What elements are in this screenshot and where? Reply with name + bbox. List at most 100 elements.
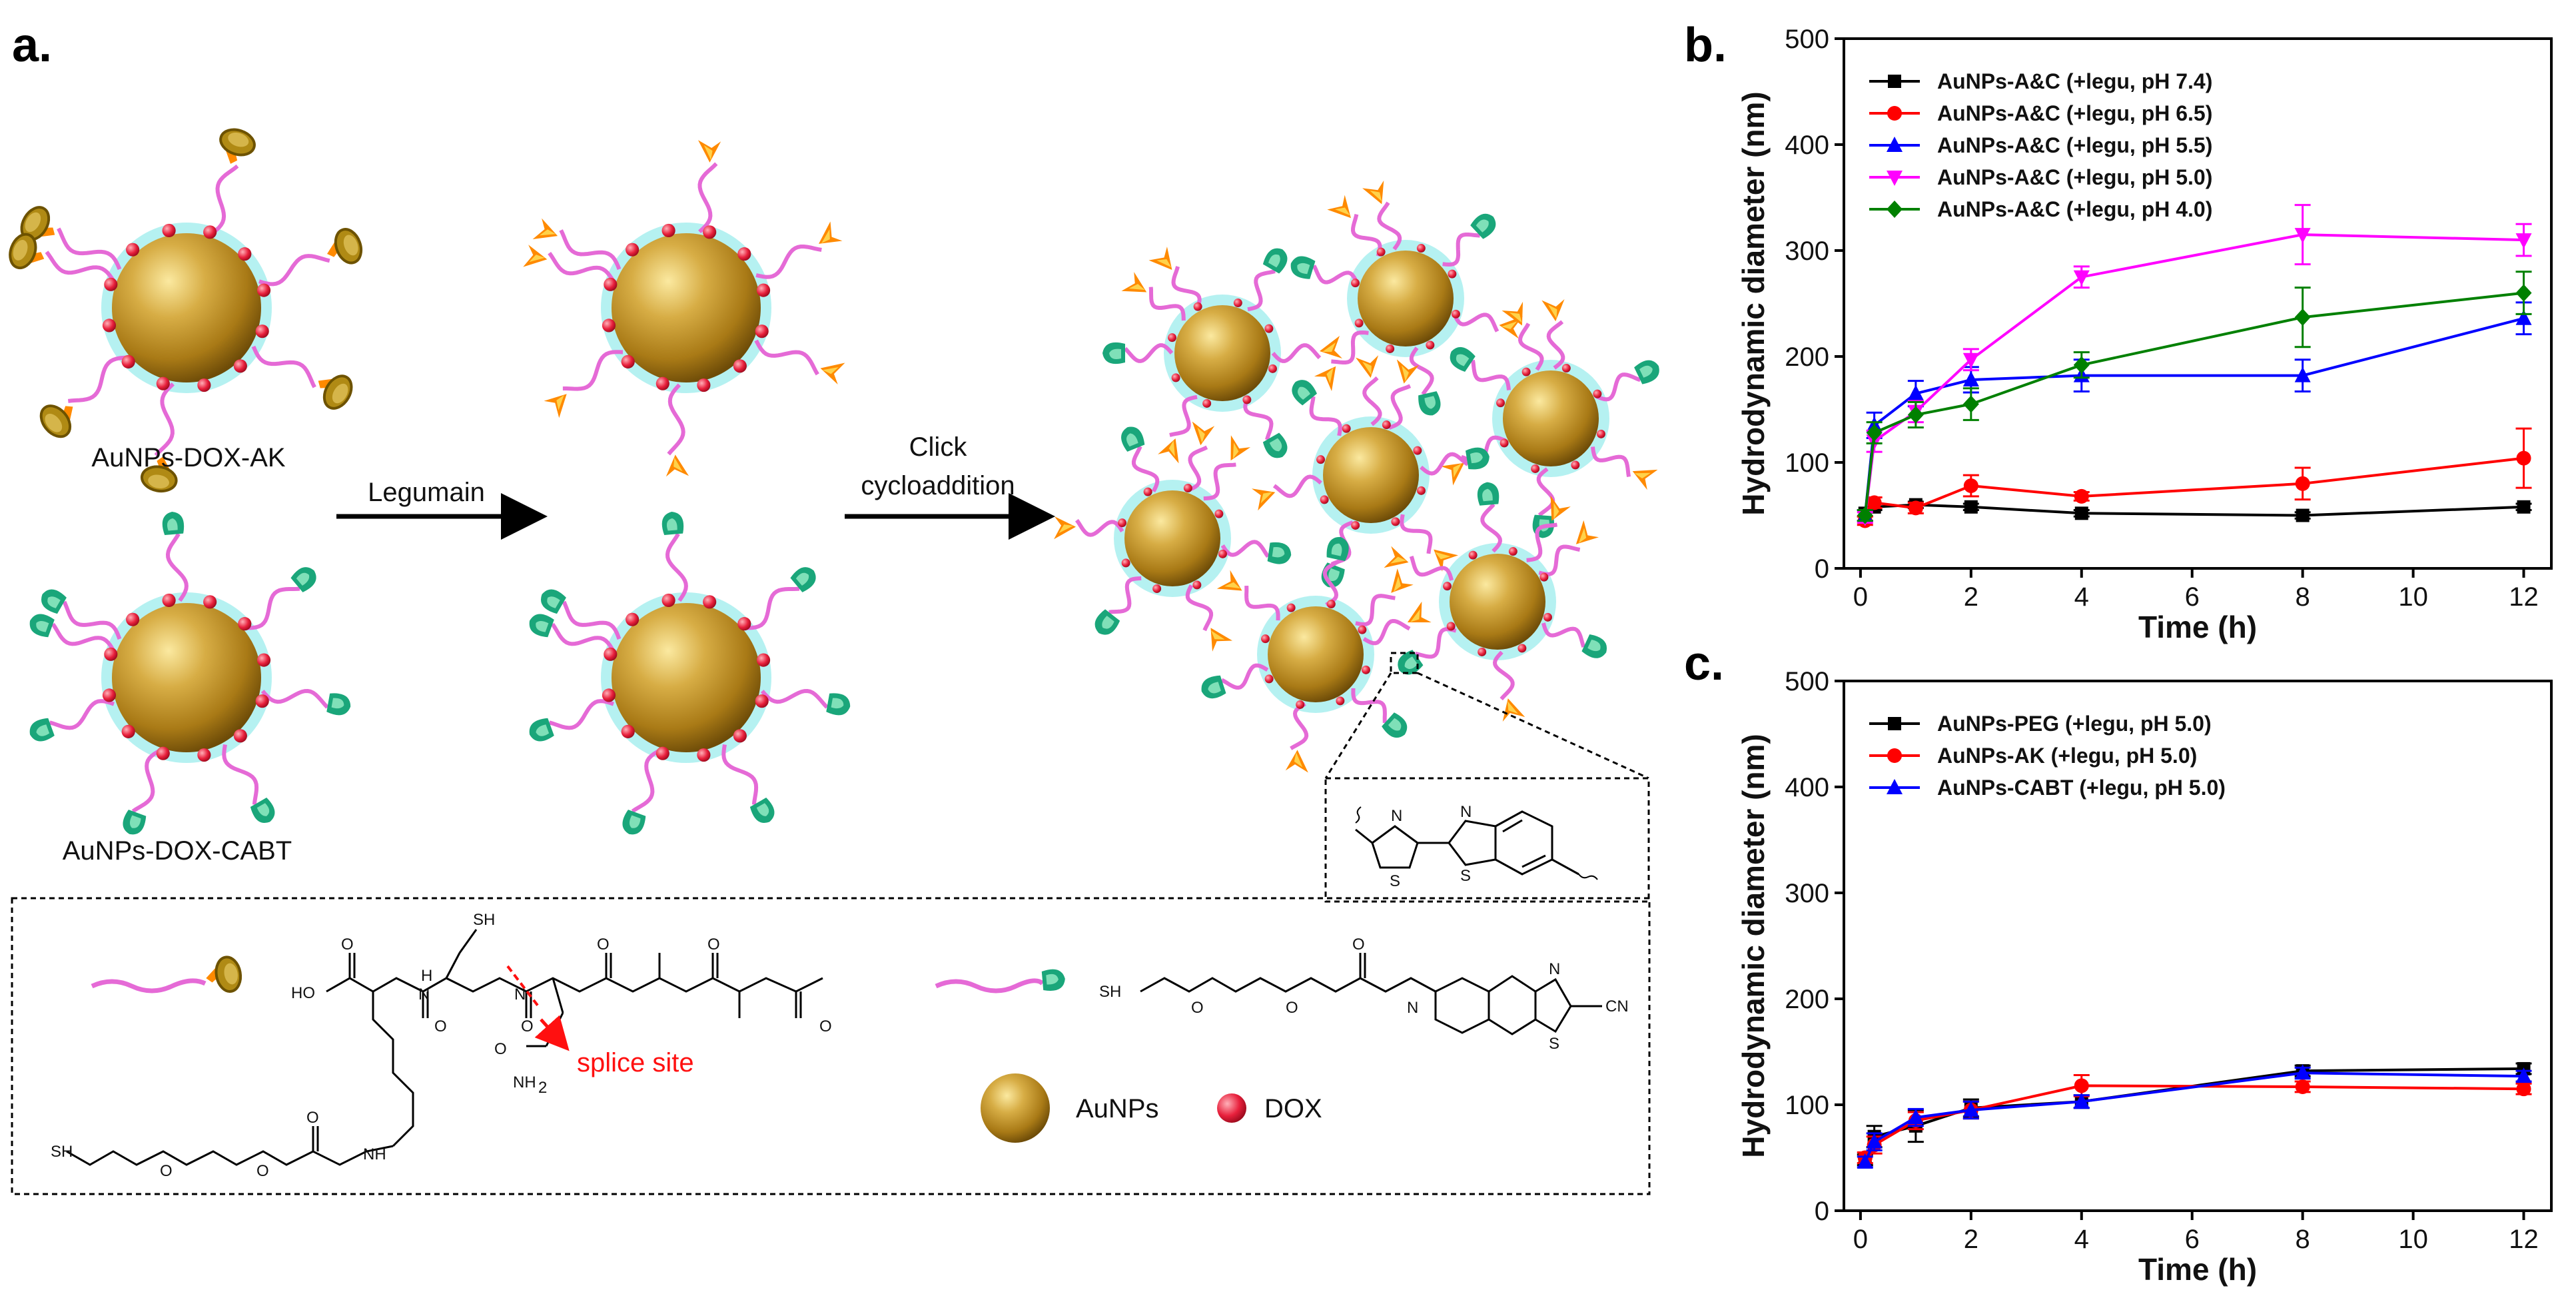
dox-molecule (756, 653, 771, 667)
dox-molecule (1342, 424, 1351, 433)
dox-molecule (626, 243, 640, 257)
data-point (1908, 500, 1923, 516)
dox-molecule (1448, 269, 1457, 279)
peg-linker (1517, 323, 1544, 371)
dox-molecule (655, 746, 669, 760)
cleaved-end-group (1327, 195, 1351, 219)
chem-h-1: H (421, 967, 432, 985)
plot-frame (1843, 680, 2553, 1212)
data-point (1887, 201, 1903, 218)
data-point (1962, 352, 1979, 368)
dox-molecule (1316, 455, 1326, 464)
chem-sh-2: SH (51, 1143, 73, 1161)
label-aunps-dox-ak: AuNPs-DOX-AK (91, 443, 285, 472)
dox-molecule (1496, 398, 1505, 408)
cleaved-tip-highlight (1453, 463, 1462, 478)
dox-molecule (1500, 438, 1509, 448)
peg-linker (1309, 396, 1342, 436)
cabt-end-group (1262, 432, 1288, 458)
cabt-cap-highlight (756, 803, 769, 816)
dox-molecule (602, 319, 616, 332)
cleaved-end-group (1499, 316, 1523, 339)
x-tick-label: 8 (2296, 582, 2310, 612)
dox-molecule (697, 748, 711, 762)
cleaved-end-group (1320, 336, 1342, 358)
x-tick-label: 0 (1853, 1225, 1868, 1254)
chem-o-1: O (341, 936, 354, 954)
chem-nh2-sub: 2 (538, 1079, 547, 1097)
cabt-cap-highlight (1331, 543, 1342, 556)
cleaved-tip-highlight (673, 457, 683, 472)
cleaved-tip-highlight (1502, 321, 1517, 330)
peg-linker (49, 699, 115, 730)
peg-linker (57, 227, 122, 271)
cleaved-tip-icon (1396, 359, 1419, 384)
peg-linker (251, 345, 316, 388)
cabt-end-group (162, 511, 185, 536)
cabt-end-group (1477, 482, 1500, 506)
cleaved-tip-icon (1384, 546, 1409, 568)
cabt-linker-icon (935, 969, 1065, 993)
dox-molecule (121, 354, 135, 368)
series-3 (1857, 1064, 2532, 1169)
cleaved-end-group (1054, 516, 1076, 540)
data-point (1867, 495, 1882, 510)
data-point (2295, 476, 2310, 491)
series-line (1863, 1071, 2524, 1163)
cleaved-end-group (1407, 601, 1432, 623)
cleaved-tip-highlight (1326, 367, 1334, 384)
peg-linker (1595, 372, 1641, 402)
gold-nanoparticle (1450, 554, 1545, 650)
series-2 (1857, 1073, 2532, 1165)
dox-molecule (697, 378, 711, 392)
peg-linker (1203, 462, 1236, 501)
data-point (1962, 370, 1979, 386)
data-point (1887, 171, 1903, 186)
gold-nanoparticle (1323, 427, 1419, 523)
cleaved-tip-highlight (1578, 528, 1587, 544)
dox-molecule (621, 724, 635, 738)
legend-aunps-label: AuNPs (1076, 1094, 1159, 1123)
chem-s-2: S (1460, 867, 1471, 885)
dox-molecule (162, 223, 176, 238)
peg-linker (562, 350, 624, 391)
y-tick-label: 200 (1785, 342, 1829, 372)
cabt-end-group (1267, 542, 1292, 564)
peg-linker (67, 355, 128, 403)
data-point (2294, 309, 2311, 326)
dox-molecule (1382, 420, 1391, 430)
data-point (1887, 748, 1902, 763)
cleaved-end-group (1230, 435, 1251, 461)
x-tick-label: 2 (1964, 1225, 1978, 1254)
cabt-cap-highlight (129, 815, 141, 828)
cabt-cap-highlight (1328, 568, 1340, 582)
cabt-end-group (661, 511, 684, 536)
data-point (2073, 1093, 2090, 1109)
cabt-cap-highlight (1470, 452, 1483, 464)
data-point (1907, 406, 1924, 424)
peg-linker (245, 586, 300, 630)
peg-linker (209, 164, 239, 237)
peg-linker (1591, 446, 1631, 477)
x-tick-label: 8 (2296, 1225, 2310, 1254)
dox-molecule (604, 277, 618, 291)
dox-molecule (733, 359, 747, 373)
cleaved-tip-highlight (1294, 752, 1303, 768)
peg-linker (1536, 467, 1555, 517)
particle-cabt-after-legumain (529, 511, 851, 835)
data-point (2515, 284, 2532, 302)
dox-molecule (256, 653, 271, 667)
panel-label-b: b. (1684, 19, 1727, 72)
peg-linker (562, 600, 622, 640)
cabt-end-group (1470, 213, 1496, 239)
peg-linker (667, 383, 685, 456)
cabt-cap-highlight (1102, 616, 1114, 629)
chem-nh: NH (363, 1145, 386, 1163)
series-1 (1857, 1061, 2532, 1167)
gold-nanoparticle (1268, 606, 1364, 702)
cabt-end-group (541, 589, 566, 614)
zoom-source-box (1390, 652, 1419, 674)
cabt-cap-highlight (1482, 488, 1493, 502)
peg-linker (45, 251, 116, 283)
cabt-end-group (529, 614, 554, 638)
